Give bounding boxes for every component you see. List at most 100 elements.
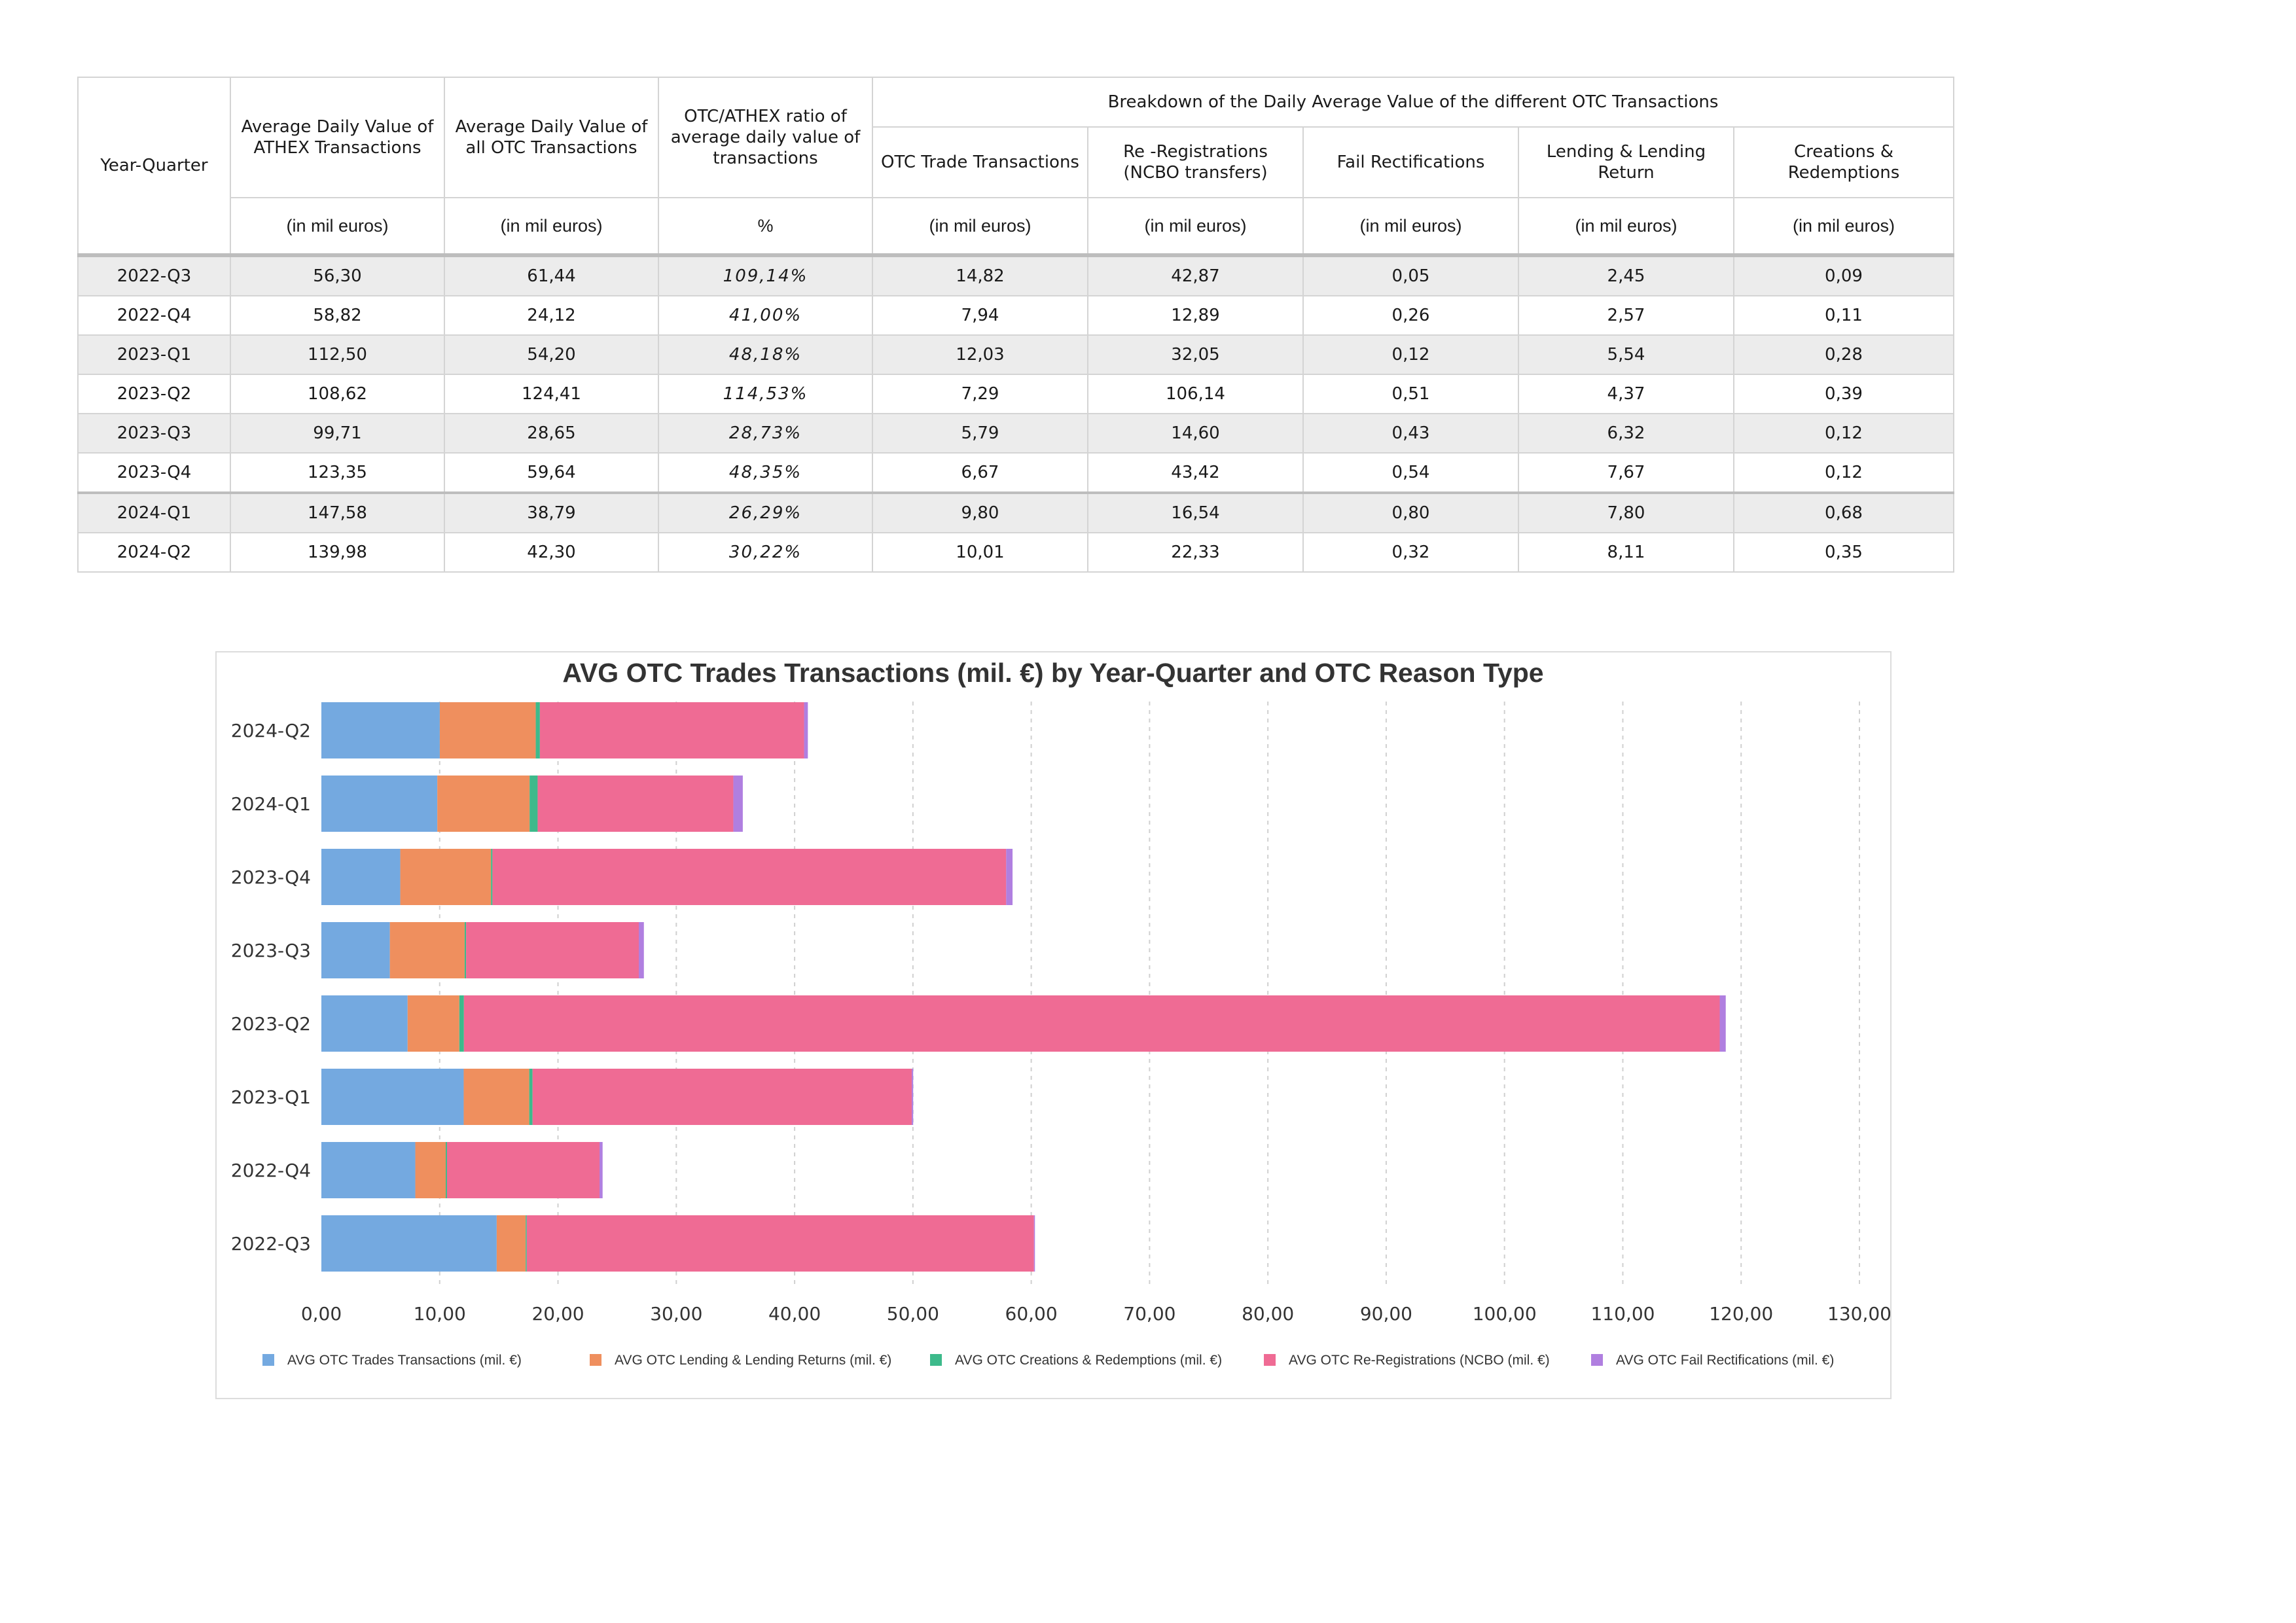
bar-segment bbox=[535, 702, 540, 758]
bar-segment bbox=[529, 776, 538, 832]
cell-lending: 5,54 bbox=[1518, 334, 1734, 375]
legend-swatch bbox=[930, 1354, 942, 1366]
cell-re-registrations: 12,89 bbox=[1087, 295, 1304, 336]
cell-re-registrations: 42,87 bbox=[1087, 255, 1304, 296]
table-row: 2023-Q3 99,71 28,65 28,73% 5,79 14,60 0,… bbox=[77, 413, 1954, 454]
cell-ratio: 48,35% bbox=[658, 452, 873, 493]
cell-otc-avg: 28,65 bbox=[444, 413, 659, 454]
header-re-registrations: Re -Registrations (NCBO transfers) bbox=[1087, 126, 1304, 198]
legend-swatch bbox=[262, 1354, 274, 1366]
x-tick-label: 110,00 bbox=[1590, 1303, 1655, 1325]
bar-segment bbox=[445, 1142, 447, 1198]
bar-segment bbox=[321, 1142, 416, 1198]
chart-category-labels: 2024-Q2 2024-Q1 2023-Q4 2023-Q3 2023-Q2 2023-… bbox=[231, 720, 311, 1255]
cell-fail-rectifications: 0,32 bbox=[1302, 532, 1519, 573]
cell-year-quarter: 2023-Q1 bbox=[77, 334, 231, 375]
bar-segment bbox=[321, 1069, 464, 1125]
bar-segment bbox=[389, 922, 465, 978]
category-label: 2023-Q1 bbox=[231, 1086, 311, 1108]
bar-segment bbox=[400, 849, 492, 905]
unit-re-registrations: (in mil euros) bbox=[1087, 197, 1304, 257]
cell-otc-avg: 24,12 bbox=[444, 295, 659, 336]
bar-segment bbox=[532, 1069, 912, 1125]
bar-segment bbox=[804, 702, 808, 758]
cell-lending: 7,80 bbox=[1518, 491, 1734, 533]
cell-ratio: 41,00% bbox=[658, 295, 873, 336]
otc-stacked-bar-chart: AVG OTC Trades Transactions (mil. €) by … bbox=[215, 651, 1892, 1399]
x-tick-label: 120,00 bbox=[1709, 1303, 1773, 1325]
cell-ratio: 26,29% bbox=[658, 491, 873, 533]
bar-segment bbox=[526, 1215, 1034, 1272]
category-label: 2023-Q3 bbox=[231, 940, 311, 961]
cell-lending: 7,67 bbox=[1518, 452, 1734, 493]
bar-segment bbox=[492, 849, 1007, 905]
cell-year-quarter: 2023-Q2 bbox=[77, 374, 231, 414]
x-tick-label: 70,00 bbox=[1123, 1303, 1175, 1325]
cell-ratio: 30,22% bbox=[658, 532, 873, 573]
x-tick-label: 60,00 bbox=[1005, 1303, 1058, 1325]
x-tick-label: 20,00 bbox=[531, 1303, 584, 1325]
cell-otc-trade: 7,94 bbox=[872, 295, 1088, 336]
cell-ratio: 48,18% bbox=[658, 334, 873, 375]
bar-segment bbox=[466, 922, 639, 978]
header-athex-avg: Average Daily Value of ATHEX Transaction… bbox=[230, 77, 445, 198]
cell-otc-trade: 14,82 bbox=[872, 255, 1088, 296]
cell-lending: 2,45 bbox=[1518, 255, 1734, 296]
unit-athex-avg: (in mil euros) bbox=[230, 197, 445, 257]
cell-athex-avg: 112,50 bbox=[230, 334, 445, 375]
table-row: 2023-Q2 108,62 124,41 114,53% 7,29 106,1… bbox=[77, 374, 1954, 414]
x-tick-label: 40,00 bbox=[768, 1303, 821, 1325]
otc-transactions-table: Year-Quarter Average Daily Value of ATHE… bbox=[77, 77, 1954, 573]
cell-otc-trade: 5,79 bbox=[872, 413, 1088, 454]
cell-athex-avg: 139,98 bbox=[230, 532, 445, 573]
category-label: 2023-Q2 bbox=[231, 1013, 311, 1035]
cell-creations: 0,09 bbox=[1733, 255, 1954, 296]
unit-lending: (in mil euros) bbox=[1518, 197, 1734, 257]
legend-label: AVG OTC Fail Rectifications (mil. €) bbox=[1616, 1353, 1834, 1368]
cell-year-quarter: 2024-Q1 bbox=[77, 491, 231, 533]
category-label: 2022-Q3 bbox=[231, 1233, 311, 1255]
bar-segment bbox=[733, 776, 743, 832]
unit-creations: (in mil euros) bbox=[1733, 197, 1954, 257]
legend-swatch bbox=[1591, 1354, 1603, 1366]
cell-creations: 0,39 bbox=[1733, 374, 1954, 414]
legend-label: AVG OTC Creations & Redemptions (mil. €) bbox=[955, 1353, 1222, 1368]
header-otc-trade: OTC Trade Transactions bbox=[872, 126, 1088, 198]
cell-year-quarter: 2024-Q2 bbox=[77, 532, 231, 573]
bar-segment bbox=[439, 702, 536, 758]
cell-fail-rectifications: 0,51 bbox=[1302, 374, 1519, 414]
bar-segment bbox=[321, 849, 401, 905]
bar-segment bbox=[321, 995, 408, 1052]
category-label: 2024-Q1 bbox=[231, 793, 311, 815]
cell-ratio: 109,14% bbox=[658, 255, 873, 296]
cell-otc-trade: 10,01 bbox=[872, 532, 1088, 573]
chart-bars bbox=[321, 702, 1726, 1272]
cell-athex-avg: 56,30 bbox=[230, 255, 445, 296]
bar-segment bbox=[491, 849, 493, 905]
cell-otc-trade: 12,03 bbox=[872, 334, 1088, 375]
bar-segment bbox=[912, 1069, 914, 1125]
cell-athex-avg: 123,35 bbox=[230, 452, 445, 493]
x-tick-label: 50,00 bbox=[887, 1303, 939, 1325]
legend-label: AVG OTC Re-Registrations (NCBO (mil. €) bbox=[1289, 1353, 1550, 1368]
cell-creations: 0,35 bbox=[1733, 532, 1954, 573]
bar-segment bbox=[464, 922, 467, 978]
header-creations: Creations & Redemptions bbox=[1733, 126, 1954, 198]
cell-creations: 0,11 bbox=[1733, 295, 1954, 336]
bar-segment bbox=[407, 995, 459, 1052]
header-otc-avg: Average Daily Value of all OTC Transacti… bbox=[444, 77, 659, 198]
cell-re-registrations: 16,54 bbox=[1087, 491, 1304, 533]
cell-otc-avg: 124,41 bbox=[444, 374, 659, 414]
chart-svg: AVG OTC Trades Transactions (mil. €) by … bbox=[231, 658, 1890, 1368]
bar-segment bbox=[321, 702, 440, 758]
cell-re-registrations: 32,05 bbox=[1087, 334, 1304, 375]
cell-re-registrations: 106,14 bbox=[1087, 374, 1304, 414]
cell-year-quarter: 2022-Q4 bbox=[77, 295, 231, 336]
table-row: 2022-Q4 58,82 24,12 41,00% 7,94 12,89 0,… bbox=[77, 295, 1954, 336]
bar-segment bbox=[437, 776, 530, 832]
bar-segment bbox=[321, 1215, 497, 1272]
unit-otc-avg: (in mil euros) bbox=[444, 197, 659, 257]
bar-segment bbox=[463, 995, 1720, 1052]
legend-swatch bbox=[590, 1354, 601, 1366]
cell-year-quarter: 2023-Q4 bbox=[77, 452, 231, 493]
